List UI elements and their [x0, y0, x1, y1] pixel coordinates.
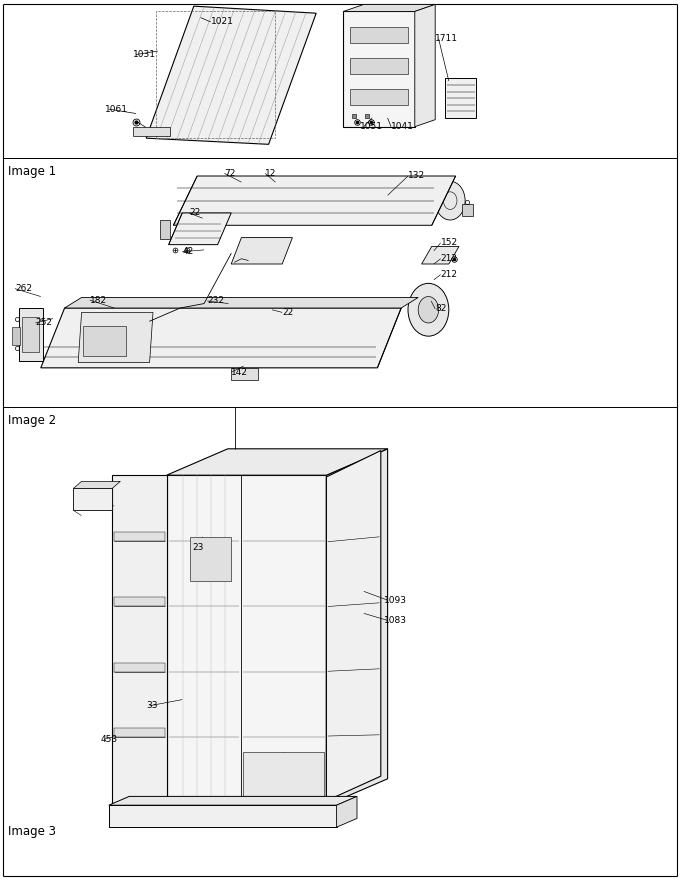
- Text: 42: 42: [182, 247, 194, 256]
- Text: 252: 252: [35, 319, 52, 327]
- Polygon shape: [190, 537, 231, 581]
- Polygon shape: [243, 752, 324, 796]
- Polygon shape: [22, 317, 39, 352]
- Text: Image 3: Image 3: [8, 825, 56, 838]
- Text: Image 2: Image 2: [8, 414, 56, 427]
- Text: 1711: 1711: [435, 34, 458, 43]
- Polygon shape: [65, 297, 418, 308]
- Polygon shape: [83, 326, 126, 356]
- Text: 72: 72: [224, 169, 236, 178]
- Polygon shape: [41, 308, 401, 368]
- Text: 22: 22: [189, 209, 201, 217]
- Polygon shape: [114, 729, 165, 737]
- Circle shape: [435, 181, 465, 220]
- Text: 33: 33: [146, 701, 158, 710]
- Polygon shape: [73, 481, 120, 488]
- Text: 433: 433: [80, 496, 97, 505]
- Text: 1041: 1041: [391, 122, 414, 131]
- Polygon shape: [445, 78, 476, 118]
- Text: 82: 82: [435, 304, 447, 313]
- Polygon shape: [337, 796, 357, 827]
- Polygon shape: [350, 27, 408, 43]
- Text: 212: 212: [441, 254, 458, 263]
- Polygon shape: [326, 451, 381, 801]
- Polygon shape: [114, 598, 165, 606]
- Text: 1031: 1031: [133, 50, 156, 59]
- Circle shape: [431, 188, 450, 213]
- Polygon shape: [432, 176, 456, 225]
- Polygon shape: [231, 238, 292, 264]
- Text: 23: 23: [192, 543, 204, 552]
- Polygon shape: [78, 312, 153, 363]
- Polygon shape: [169, 213, 182, 245]
- Polygon shape: [343, 11, 415, 127]
- Polygon shape: [19, 308, 43, 361]
- Text: 1051: 1051: [360, 122, 384, 131]
- Text: 1093: 1093: [384, 596, 407, 605]
- Polygon shape: [109, 805, 337, 827]
- Text: 1021: 1021: [211, 18, 234, 26]
- Polygon shape: [112, 475, 167, 803]
- Polygon shape: [73, 488, 112, 510]
- Polygon shape: [231, 368, 258, 380]
- Polygon shape: [167, 449, 388, 475]
- Polygon shape: [160, 220, 170, 239]
- Polygon shape: [462, 204, 473, 216]
- Text: 1061: 1061: [105, 105, 129, 114]
- Text: 12: 12: [265, 169, 277, 178]
- Text: 152: 152: [441, 238, 458, 247]
- Text: 1083: 1083: [384, 616, 407, 625]
- Polygon shape: [12, 327, 20, 345]
- Circle shape: [418, 297, 439, 323]
- Text: 22: 22: [282, 308, 294, 317]
- Polygon shape: [326, 449, 388, 805]
- Polygon shape: [422, 246, 459, 264]
- Polygon shape: [415, 4, 435, 127]
- Polygon shape: [169, 213, 231, 245]
- Polygon shape: [114, 663, 165, 671]
- Text: 142: 142: [231, 368, 248, 377]
- Text: 453: 453: [101, 735, 118, 744]
- Polygon shape: [146, 6, 316, 144]
- Polygon shape: [133, 127, 170, 136]
- Polygon shape: [167, 475, 326, 805]
- Text: 232: 232: [207, 297, 224, 305]
- Text: 262: 262: [15, 284, 32, 293]
- Polygon shape: [173, 176, 456, 225]
- Polygon shape: [173, 176, 197, 225]
- Circle shape: [161, 326, 182, 353]
- Polygon shape: [350, 58, 408, 74]
- Polygon shape: [109, 796, 357, 805]
- Polygon shape: [350, 89, 408, 105]
- Polygon shape: [377, 308, 401, 368]
- Text: 132: 132: [408, 172, 425, 180]
- Polygon shape: [114, 532, 165, 540]
- Text: 182: 182: [90, 296, 107, 304]
- Circle shape: [249, 240, 265, 261]
- Text: 212: 212: [441, 270, 458, 279]
- Polygon shape: [343, 4, 435, 11]
- Circle shape: [408, 283, 449, 336]
- Text: Image 1: Image 1: [8, 165, 56, 179]
